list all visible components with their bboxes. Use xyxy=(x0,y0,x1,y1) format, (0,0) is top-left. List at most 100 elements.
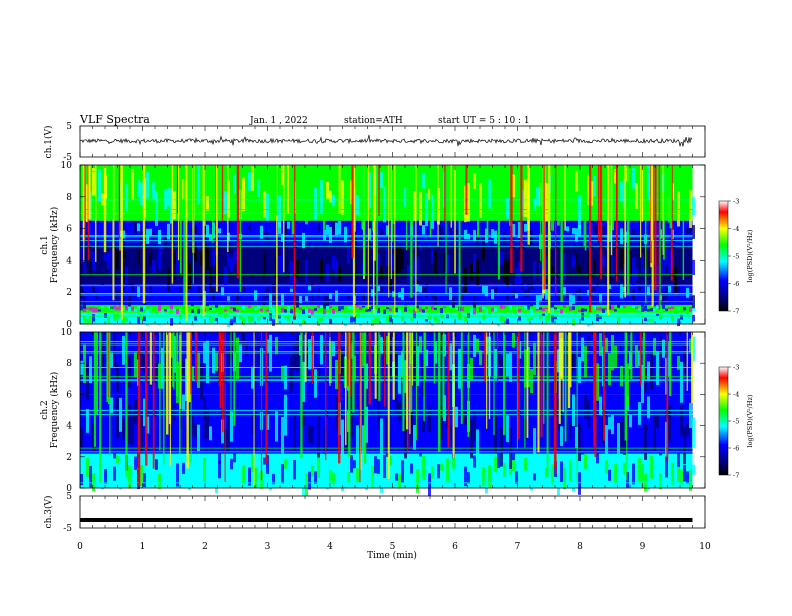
spectrogram-texture xyxy=(314,188,317,220)
spectrogram-texture xyxy=(335,291,338,302)
spectrogram-texture xyxy=(287,306,290,311)
spectrogram-texture xyxy=(509,305,512,310)
spectrogram-texture xyxy=(179,286,182,294)
spectrogram-texture xyxy=(320,295,323,304)
spectrogram-texture xyxy=(521,318,524,324)
spectrogram-impulse xyxy=(653,165,654,240)
spectrogram-texture xyxy=(161,234,164,250)
spectrogram-texture xyxy=(215,399,218,424)
spectrogram-impulse xyxy=(364,332,366,463)
spectrogram-texture xyxy=(107,317,110,323)
spectrogram-texture xyxy=(254,290,257,300)
spectrogram-texture xyxy=(665,285,668,299)
spectrogram-texture xyxy=(224,224,227,240)
spectrogram-texture xyxy=(98,287,101,292)
spectrogram-texture xyxy=(266,249,269,271)
spectrogram-texture xyxy=(587,320,590,327)
spectrogram-texture xyxy=(164,309,167,311)
spectrogram-texture xyxy=(164,317,167,322)
spectrogram-texture xyxy=(305,296,308,301)
spectrogram-texture xyxy=(155,316,158,321)
spectrogram-texture xyxy=(122,455,125,477)
spectrogram-texture xyxy=(116,289,119,302)
spectrogram-texture xyxy=(593,286,596,291)
spectrogram-texture xyxy=(227,469,230,482)
spectrogram-texture xyxy=(374,318,377,323)
spectrogram-texture xyxy=(476,314,479,321)
spectrogram-impulse xyxy=(388,165,389,297)
spectrogram-texture xyxy=(515,308,518,310)
spectrogram-texture xyxy=(407,465,410,487)
spectrogram-texture xyxy=(596,315,599,322)
spectrogram-texture xyxy=(383,455,386,478)
spectrogram-texture xyxy=(428,473,431,496)
spectrogram-texture xyxy=(395,308,398,313)
spectrogram-impulse xyxy=(253,332,254,486)
spectrogram-texture xyxy=(194,424,197,438)
spectrogram-texture xyxy=(650,352,653,390)
spectrogram-texture xyxy=(359,266,362,278)
spectrogram-texture xyxy=(305,309,308,313)
spectrogram-impulse xyxy=(559,332,561,424)
ch3-ytick-bottom: -5 xyxy=(63,524,72,534)
spectrogram-texture xyxy=(551,464,554,484)
spectrogram-texture xyxy=(140,182,143,205)
spectrogram-texture xyxy=(464,267,467,293)
spectrogram-texture xyxy=(431,293,434,299)
spectrogram-texture xyxy=(347,314,350,320)
spectrogram-texture xyxy=(320,416,323,443)
spectrogram-texture xyxy=(131,413,134,445)
spectrogram-texture xyxy=(239,307,242,311)
spectrogram-texture xyxy=(377,402,380,430)
spectrogram-texture xyxy=(629,457,632,472)
spectrogram-texture xyxy=(671,307,674,309)
spectrogram-texture xyxy=(107,190,110,221)
spectrogram-impulse xyxy=(691,332,693,403)
spectrogram-texture xyxy=(683,307,686,310)
spectrogram-impulse xyxy=(150,332,152,385)
spectrogram-impulse xyxy=(408,165,410,216)
spectrogram-impulse xyxy=(510,165,512,273)
spectrogram-texture xyxy=(512,426,515,460)
spectrogram-texture xyxy=(206,309,209,312)
spectrogram-texture xyxy=(188,223,191,229)
spectrogram-texture xyxy=(467,295,470,305)
spectrogram-texture xyxy=(317,454,320,478)
spectrogram-texture xyxy=(299,232,302,244)
ch1-ytick-top: 5 xyxy=(66,122,72,132)
spectrogram-texture xyxy=(338,306,341,311)
spectrogram-texture xyxy=(263,251,266,278)
spectrogram-texture xyxy=(344,263,347,284)
spectrogram-texture xyxy=(560,314,563,317)
spectrogram-impulse xyxy=(170,332,171,465)
spectrogram-texture xyxy=(536,471,539,487)
spectrogram-texture xyxy=(527,305,530,309)
spectrogram-texture xyxy=(641,294,644,307)
spectrogram-texture xyxy=(323,472,326,479)
spectrogram-texture xyxy=(308,426,311,443)
spectrogram-texture xyxy=(560,426,563,446)
spectrogram-texture xyxy=(506,260,509,287)
spectrogram-impulse xyxy=(625,332,627,441)
spectrogram-texture xyxy=(635,317,638,320)
spectrogram-texture xyxy=(197,250,200,259)
spectrogram-texture xyxy=(125,184,128,211)
spectrogram-impulse xyxy=(568,332,570,408)
spectrogram-impulse xyxy=(178,165,179,260)
spectrogram-texture xyxy=(611,335,614,370)
spectrogram-texture xyxy=(431,249,434,263)
spectrogram-impulse xyxy=(598,165,599,241)
spectrogram-texture xyxy=(476,307,479,309)
spectrogram-texture xyxy=(113,428,116,459)
spectrogram-texture xyxy=(143,473,146,487)
spectrogram-impulse xyxy=(493,332,494,435)
spectrogram-texture xyxy=(269,469,272,490)
spectrogram-texture xyxy=(215,318,218,321)
spectrogram-texture xyxy=(116,456,119,464)
spectrogram-impulse xyxy=(359,332,360,482)
spectrogram-texture xyxy=(134,457,137,470)
spectrogram-texture xyxy=(608,417,611,430)
spectrogram-texture xyxy=(212,249,215,264)
spectrogram-impulse xyxy=(347,332,349,386)
spectrogram-texture xyxy=(395,473,398,480)
